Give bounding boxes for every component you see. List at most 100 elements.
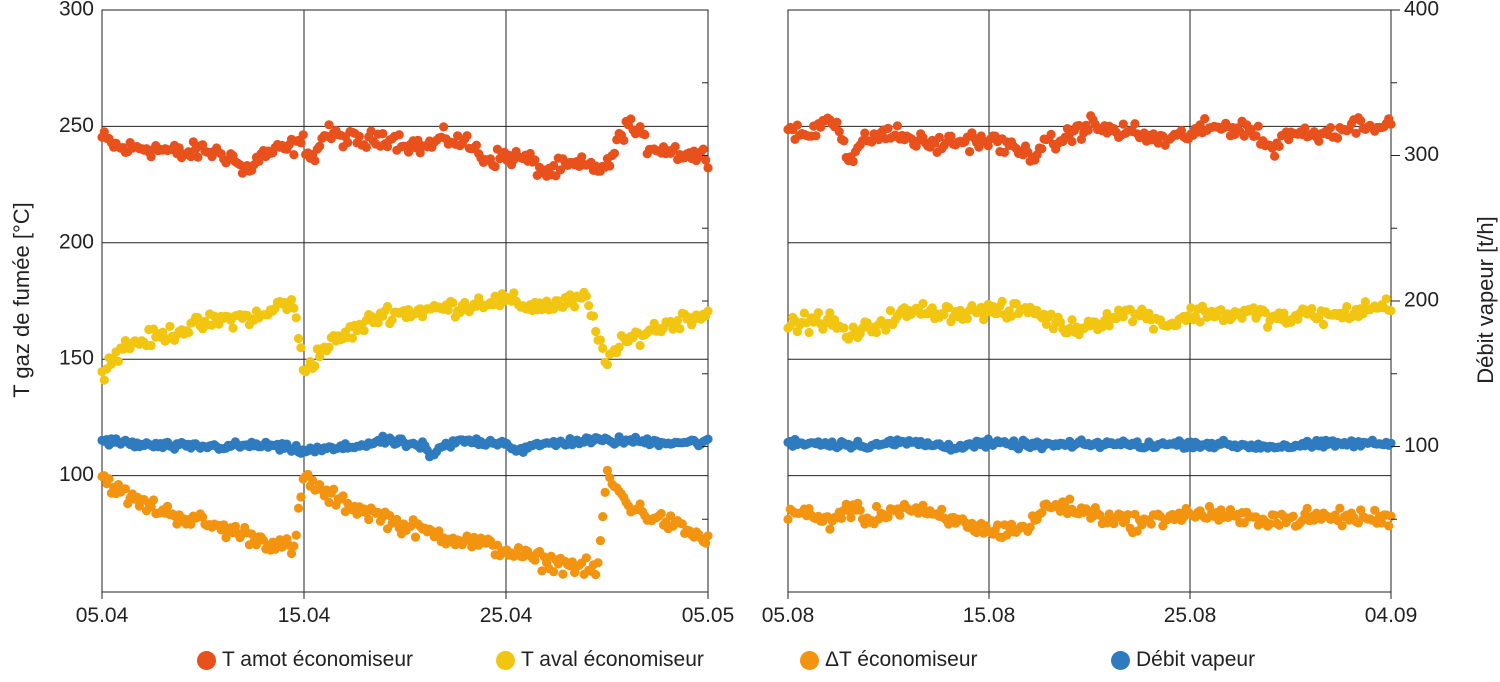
data-point-aval xyxy=(1386,306,1396,316)
data-point-amont xyxy=(1251,131,1261,141)
data-point-delta xyxy=(558,569,568,579)
data-point-amont xyxy=(471,140,481,150)
y-tick-label-right: 400 xyxy=(1404,0,1439,21)
data-point-aval xyxy=(289,303,299,313)
data-point-aval xyxy=(291,313,301,323)
data-point-aval xyxy=(602,360,613,370)
data-point-aval xyxy=(1216,305,1226,315)
data-point-aval xyxy=(1237,313,1247,323)
data-point-amont xyxy=(549,161,559,171)
legend-swatch-aval xyxy=(496,650,515,670)
data-point-delta xyxy=(937,504,947,514)
data-point-aval xyxy=(448,298,458,308)
data-point-amont xyxy=(1314,136,1324,146)
data-point-aval xyxy=(598,343,608,353)
data-point-amont xyxy=(315,141,325,151)
data-point-amont xyxy=(832,117,842,127)
data-point-aval xyxy=(1104,321,1114,331)
data-point-delta xyxy=(338,491,348,501)
data-point-delta xyxy=(656,508,666,519)
data-point-delta xyxy=(1037,507,1047,518)
data-point-amont xyxy=(439,122,449,132)
data-point-delta xyxy=(825,524,835,534)
data-point-amont xyxy=(298,130,308,140)
data-point-amont xyxy=(193,152,203,162)
x-tick-label: 15.08 xyxy=(963,604,1016,627)
y-tick-label-left: 200 xyxy=(59,230,94,253)
data-point-aval xyxy=(1186,303,1196,313)
data-point-aval xyxy=(113,356,123,366)
data-point-aval xyxy=(286,295,297,305)
data-point-delta xyxy=(677,519,687,529)
data-point-delta xyxy=(162,501,173,511)
data-point-amont xyxy=(556,165,566,175)
data-point-delta xyxy=(846,513,856,523)
data-point-aval xyxy=(443,305,453,315)
data-point-aval xyxy=(1148,324,1159,334)
data-point-amont xyxy=(378,129,388,139)
data-point-delta xyxy=(1132,526,1142,536)
data-point-aval xyxy=(1381,294,1391,304)
data-point-delta xyxy=(703,531,713,541)
data-point-amont xyxy=(605,161,615,171)
data-point-amont xyxy=(1067,136,1077,147)
data-point-delta xyxy=(1146,519,1156,529)
data-point-aval xyxy=(165,321,175,331)
data-point-aval xyxy=(675,324,685,334)
data-point-delta xyxy=(593,558,603,568)
data-point-amont xyxy=(619,135,629,145)
data-point-delta xyxy=(972,527,982,538)
data-point-aval xyxy=(549,304,559,314)
data-point-amont xyxy=(415,148,425,158)
data-point-delta xyxy=(434,526,444,536)
data-point-amont xyxy=(1153,138,1163,148)
data-point-amont xyxy=(1270,151,1280,161)
data-point-delta xyxy=(104,474,114,484)
data-point-delta xyxy=(666,511,676,521)
legend-item-delta: ΔT économiseur xyxy=(800,648,978,672)
data-point-aval xyxy=(1342,302,1352,312)
y-tick-label-left: 150 xyxy=(59,347,94,370)
data-point-aval xyxy=(347,333,357,343)
legend-label-delta: ΔT économiseur xyxy=(825,648,978,671)
data-point-aval xyxy=(359,326,369,336)
data-point-aval xyxy=(570,302,580,312)
data-point-aval xyxy=(460,297,470,308)
data-point-amont xyxy=(186,152,196,162)
data-point-delta xyxy=(602,465,613,475)
legend-label-amont: T amot économiseur xyxy=(222,648,414,671)
y-axis-left-title: T gaz de fumée [°C] xyxy=(9,202,34,398)
data-point-aval xyxy=(871,327,882,338)
data-point-amont xyxy=(701,155,711,165)
data-point-delta xyxy=(1025,522,1035,532)
data-point-amont xyxy=(361,142,371,152)
data-point-aval xyxy=(310,361,320,371)
data-point-amont xyxy=(792,120,802,130)
x-tick-label: 25.04 xyxy=(480,604,533,627)
data-point-aval xyxy=(382,301,393,312)
data-point-delta xyxy=(635,499,645,509)
data-point-amont xyxy=(883,123,893,133)
data-point-amont xyxy=(1351,128,1361,138)
data-point-delta xyxy=(230,521,240,531)
data-point-aval xyxy=(373,318,383,328)
data-point-amont xyxy=(1130,119,1140,129)
data-point-delta xyxy=(1353,518,1363,528)
data-point-amont xyxy=(635,122,645,132)
data-point-aval xyxy=(635,340,645,351)
data-point-aval xyxy=(296,343,306,353)
data-point-delta xyxy=(293,503,304,513)
data-point-delta xyxy=(392,514,402,525)
legend-label-aval: T aval économiseur xyxy=(521,648,704,671)
data-point-amont xyxy=(834,127,844,137)
data-point-aval xyxy=(673,316,683,326)
data-point-delta xyxy=(1386,511,1396,521)
data-point-delta xyxy=(992,520,1003,530)
data-point-delta xyxy=(1337,521,1347,531)
data-point-aval xyxy=(918,298,928,309)
data-point-amont xyxy=(965,147,975,157)
data-point-delta xyxy=(967,518,977,529)
data-point-delta xyxy=(469,532,479,543)
y-tick-label-left: 250 xyxy=(59,114,94,137)
data-point-delta xyxy=(1002,530,1012,540)
